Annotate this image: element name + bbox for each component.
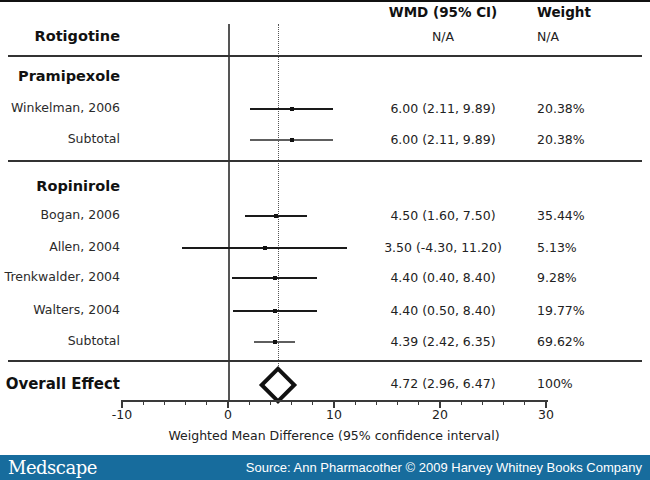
- row-label-study: Trenkwalder, 2004: [0, 269, 120, 284]
- row-label-subtotal: Subtotal: [0, 131, 120, 146]
- row-label-study: Winkelman, 2006: [0, 100, 120, 115]
- minor-tick: [185, 400, 186, 405]
- point-estimate-marker: [273, 309, 277, 313]
- wmd-value: 4.39 (2.42, 6.35): [363, 334, 523, 349]
- point-estimate-marker: [290, 107, 294, 111]
- row-label-study: Walters, 2004: [0, 302, 120, 317]
- minor-tick: [164, 400, 165, 405]
- row-label-study: Bogan, 2006: [0, 207, 120, 222]
- wmd-value: 4.72 (2.96, 6.47): [363, 376, 523, 391]
- weight-value: N/A: [537, 29, 617, 44]
- tick-label: 20: [418, 407, 462, 422]
- minor-tick: [461, 400, 462, 405]
- row-label-study: Allen, 2004: [0, 239, 120, 254]
- point-estimate-marker: [273, 340, 277, 344]
- x-axis-title: Weighted Mean Difference (95% confidence…: [122, 428, 546, 443]
- minor-tick: [355, 400, 356, 405]
- wmd-value: 4.40 (0.40, 8.40): [363, 270, 523, 285]
- minor-tick: [524, 400, 525, 405]
- wmd-value: 6.00 (2.11, 9.89): [363, 132, 523, 147]
- tick-label: -10: [100, 407, 144, 422]
- minor-tick: [397, 400, 398, 405]
- weight-value: 35.44%: [537, 208, 617, 223]
- weight-value: 5.13%: [537, 240, 617, 255]
- minor-tick: [206, 400, 207, 405]
- forest-plot-figure: WMD (95% CI) Weight Rotigotine N/A N/A Pram…: [0, 0, 650, 480]
- column-header-weight: Weight: [537, 4, 617, 20]
- overall-effect-diamond: [259, 366, 297, 404]
- point-estimate-marker: [290, 138, 294, 142]
- source-attribution: Source: Ann Pharmacother © 2009 Harvey W…: [246, 455, 642, 480]
- point-estimate-marker: [274, 214, 278, 218]
- minor-tick: [376, 400, 377, 405]
- row-label-group: Ropinirole: [0, 178, 120, 194]
- wmd-value: 6.00 (2.11, 9.89): [363, 101, 523, 116]
- minor-tick: [270, 400, 271, 405]
- minor-tick: [312, 400, 313, 405]
- tick-label: 30: [524, 407, 568, 422]
- section-divider: [8, 160, 642, 162]
- weight-value: 20.38%: [537, 132, 617, 147]
- section-divider: [8, 360, 642, 362]
- minor-tick: [418, 400, 419, 405]
- point-estimate-marker: [263, 246, 267, 250]
- minor-tick: [503, 400, 504, 405]
- overall-effect-dotted-line: [278, 24, 279, 400]
- weight-value: 100%: [537, 376, 617, 391]
- minor-tick: [482, 400, 483, 405]
- point-estimate-marker: [273, 276, 277, 280]
- minor-tick: [143, 400, 144, 405]
- wmd-value: 3.50 (-4.30, 11.20): [363, 240, 523, 255]
- row-label-group: Pramipexole: [0, 68, 120, 84]
- weight-value: 19.77%: [537, 303, 617, 318]
- wmd-value: 4.40 (0.50, 8.40): [363, 303, 523, 318]
- weight-value: 9.28%: [537, 270, 617, 285]
- column-header-wmd: WMD (95% CI): [363, 4, 523, 20]
- medscape-logo: Medscape: [8, 455, 97, 480]
- top-border-rule: [0, 0, 650, 2]
- section-divider: [8, 55, 642, 57]
- minor-tick: [291, 400, 292, 405]
- wmd-value: 4.50 (1.60, 7.50): [363, 208, 523, 223]
- wmd-value: N/A: [363, 29, 523, 44]
- row-label-drug: Rotigotine: [0, 28, 120, 44]
- zero-reference-line: [228, 24, 230, 400]
- minor-tick: [249, 400, 250, 405]
- weight-value: 20.38%: [537, 101, 617, 116]
- weight-value: 69.62%: [537, 334, 617, 349]
- row-label-subtotal: Subtotal: [0, 333, 120, 348]
- row-label-overall: Overall Effect: [0, 375, 120, 393]
- tick-label: 10: [312, 407, 356, 422]
- tick-label: 0: [206, 407, 250, 422]
